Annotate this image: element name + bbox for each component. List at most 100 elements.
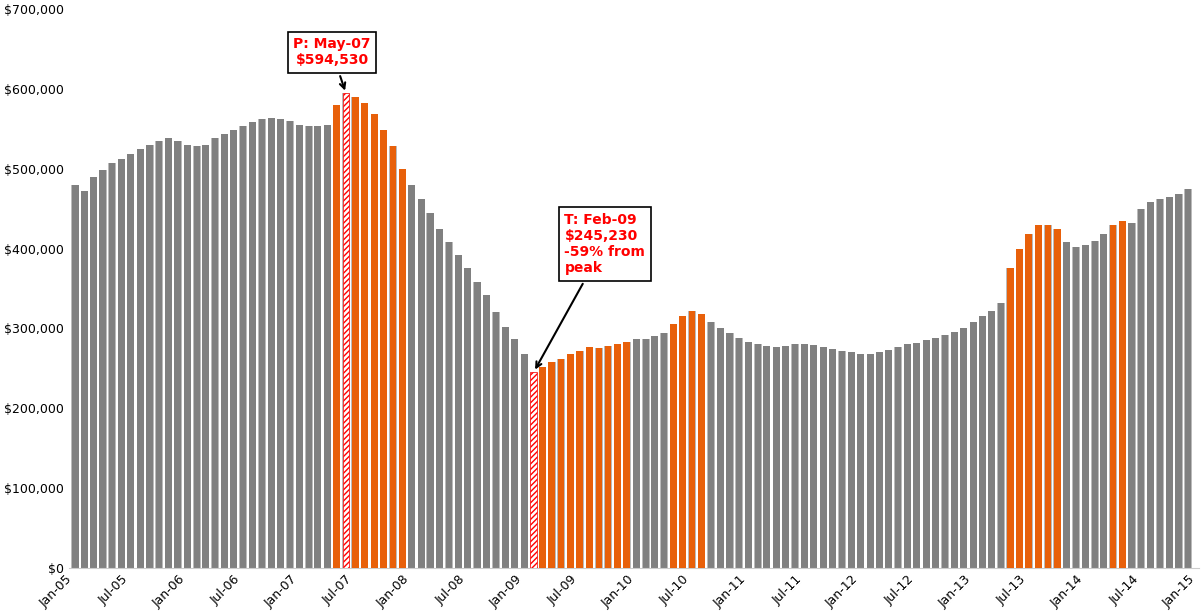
Bar xyxy=(688,311,695,568)
Bar xyxy=(324,125,331,568)
Bar xyxy=(147,145,154,568)
Bar xyxy=(866,354,873,568)
Bar xyxy=(259,119,266,568)
Bar xyxy=(89,177,97,568)
Bar xyxy=(633,340,640,568)
Bar xyxy=(1148,202,1154,568)
Bar xyxy=(932,338,940,568)
Bar xyxy=(782,346,789,568)
Bar xyxy=(595,348,603,568)
Bar xyxy=(895,347,901,568)
Bar xyxy=(848,352,855,568)
Bar xyxy=(932,338,940,568)
Bar xyxy=(90,177,96,568)
Bar xyxy=(838,351,846,568)
Bar xyxy=(184,145,191,568)
Bar xyxy=(717,328,724,568)
Bar xyxy=(586,348,593,568)
Bar xyxy=(792,344,799,568)
Bar xyxy=(1185,188,1191,568)
Bar xyxy=(952,332,958,568)
Bar xyxy=(1044,225,1051,568)
Bar xyxy=(399,169,405,568)
Bar xyxy=(923,340,930,568)
Bar xyxy=(801,344,807,568)
Bar xyxy=(521,354,528,568)
Bar xyxy=(997,303,1005,568)
Bar xyxy=(1137,209,1145,568)
Bar xyxy=(764,346,770,568)
Bar xyxy=(445,242,452,568)
Bar xyxy=(511,340,518,568)
Bar xyxy=(437,228,443,568)
Bar xyxy=(128,154,135,568)
Bar xyxy=(819,348,826,568)
Bar xyxy=(231,130,237,568)
Bar xyxy=(772,348,780,568)
Bar xyxy=(202,145,209,568)
Bar xyxy=(71,185,79,568)
Bar xyxy=(464,268,472,568)
Bar xyxy=(568,354,574,568)
Bar xyxy=(642,339,650,568)
Bar xyxy=(913,343,920,568)
Bar xyxy=(445,242,452,568)
Bar xyxy=(1091,241,1098,568)
Bar xyxy=(549,362,556,568)
Bar xyxy=(651,336,658,568)
Bar xyxy=(838,351,846,568)
Bar xyxy=(484,295,491,568)
Bar xyxy=(660,333,668,568)
Bar xyxy=(492,313,499,568)
Bar xyxy=(128,154,135,568)
Bar xyxy=(239,126,247,568)
Bar xyxy=(782,346,789,568)
Bar xyxy=(539,367,546,568)
Bar xyxy=(108,163,115,568)
Bar xyxy=(118,159,125,568)
Bar xyxy=(502,327,509,568)
Bar xyxy=(333,105,340,568)
Bar xyxy=(988,311,995,568)
Bar xyxy=(848,352,854,568)
Bar xyxy=(885,350,893,568)
Bar xyxy=(82,191,88,568)
Bar xyxy=(549,362,556,568)
Bar xyxy=(557,359,564,568)
Bar xyxy=(970,322,977,568)
Bar xyxy=(1025,234,1032,568)
Bar xyxy=(623,342,630,568)
Bar xyxy=(792,344,799,568)
Bar xyxy=(531,372,537,568)
Bar xyxy=(184,145,191,568)
Bar xyxy=(351,97,358,568)
Bar xyxy=(455,255,462,568)
Bar xyxy=(1119,220,1126,568)
Bar xyxy=(1017,249,1024,568)
Bar xyxy=(1175,194,1183,568)
Bar xyxy=(108,163,115,568)
Bar xyxy=(230,130,237,568)
Bar xyxy=(1054,228,1061,568)
Bar xyxy=(1156,199,1163,568)
Bar xyxy=(267,119,275,568)
Bar xyxy=(99,170,107,568)
Bar xyxy=(1138,209,1144,568)
Bar xyxy=(988,311,995,568)
Bar xyxy=(614,344,621,568)
Bar xyxy=(772,348,780,568)
Bar xyxy=(960,328,967,568)
Bar xyxy=(165,138,172,568)
Bar xyxy=(735,338,742,568)
Bar xyxy=(642,339,650,568)
Bar xyxy=(707,322,715,568)
Bar xyxy=(361,103,368,568)
Bar xyxy=(221,134,227,568)
Bar xyxy=(763,346,770,568)
Bar xyxy=(1073,247,1079,568)
Bar xyxy=(1035,225,1042,568)
Bar xyxy=(651,336,658,568)
Bar xyxy=(876,352,883,568)
Bar xyxy=(595,348,603,568)
Text: T: Feb-09
$245,230
-59% from
peak: T: Feb-09 $245,230 -59% from peak xyxy=(537,212,645,368)
